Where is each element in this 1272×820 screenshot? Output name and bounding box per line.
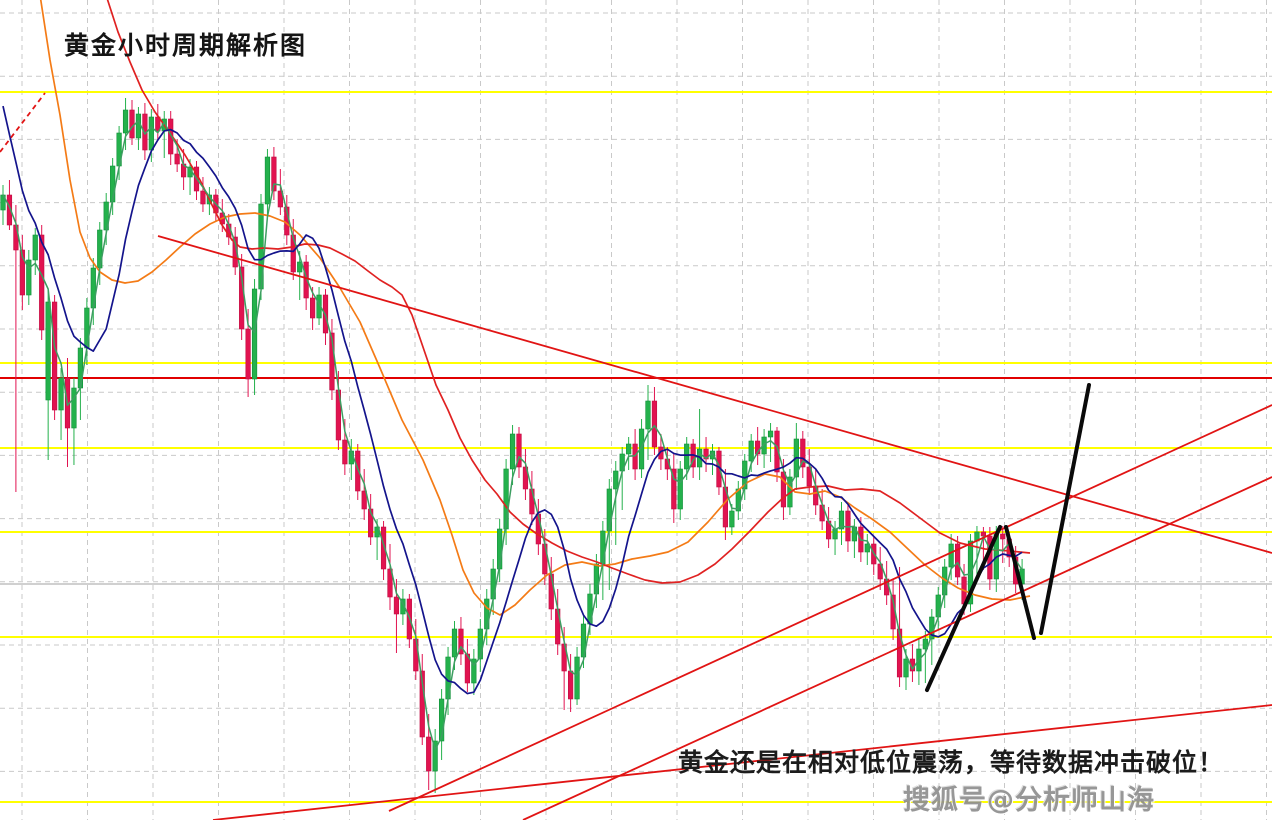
chart-title: 黄金小时周期解析图 [64, 31, 308, 60]
dashed-red-segment [0, 92, 46, 153]
ascending-trendline-steep [388, 404, 1272, 812]
descending-trendline [157, 235, 1272, 554]
ascending-trendline-shallow [212, 704, 1272, 820]
ascending-trendline-parallel [522, 476, 1272, 820]
projection-lines-layer [925, 383, 1091, 692]
ma-mid-navy [2, 105, 1023, 695]
analyst-annotation: 黄金还是在相对低位震荡，等待数据冲击破位！ [678, 748, 1225, 777]
horizontal-levels [0, 91, 1272, 803]
ma-slow-red [106, 0, 1031, 584]
projection-up-2 [1039, 383, 1091, 635]
projection-down [1004, 525, 1036, 640]
trendlines-layer [0, 92, 1272, 820]
projection-up-1 [925, 525, 1002, 692]
watermark-sohu-account: 搜狐号@分析师山海 [903, 785, 1155, 816]
ma-fast-green [2, 119, 1023, 751]
